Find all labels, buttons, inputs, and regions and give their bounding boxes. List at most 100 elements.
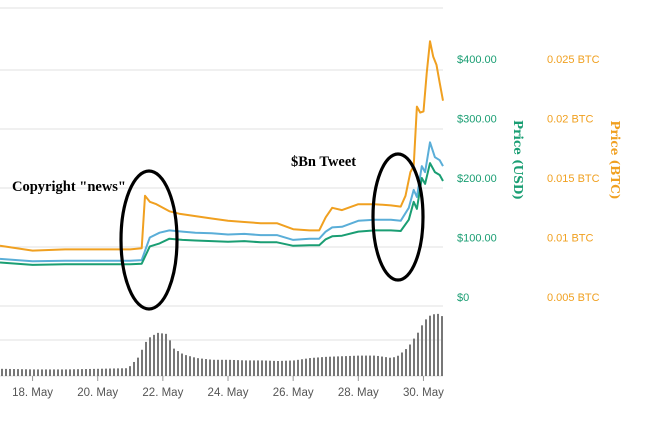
volume-bar [193,357,195,376]
volume-bar [61,369,63,376]
volume-bar [417,332,419,376]
volume-bar [377,355,379,376]
volume-bar [221,359,223,376]
x-tick-label: 22. May [142,387,183,399]
volume-bar [181,353,183,376]
volume-bar [405,349,407,376]
volume-bar [217,359,219,376]
volume-bar [205,359,207,376]
volume-bar [117,368,119,376]
volume-bar [297,359,299,376]
volume-bar [81,369,83,376]
volume-bar [341,356,343,376]
volume-bar [385,357,387,376]
volume-bar [229,359,231,376]
volume-bar [13,369,15,376]
volume-bar [437,313,439,376]
volume-bar [401,352,403,376]
volume-bar [133,361,135,376]
volume-bar [321,357,323,376]
volume-bar [73,369,75,376]
volume-bar [245,360,247,376]
volume-bar [125,368,127,376]
volume-bar [5,368,7,376]
volume-bar [177,351,179,376]
volume-bar [1,368,3,376]
volume-bar [237,360,239,376]
volume-bar [397,355,399,376]
volume-bar [369,355,371,376]
volume-bar [349,355,351,376]
volume-bar [285,360,287,376]
volume-bar [333,356,335,376]
volume-bar [281,360,283,376]
volume-bar [41,369,43,376]
volume-bar [93,368,95,376]
volume-bar [153,334,155,376]
y-tick-label-usd: $400.00 [457,54,497,66]
volume-bar [365,355,367,376]
volume-bar [373,355,375,376]
volume-bar [249,360,251,376]
y-tick-label-usd: $100.00 [457,233,497,245]
volume-bar [381,356,383,376]
volume-bar [45,369,47,376]
volume-bar [109,368,111,376]
volume-bar [313,357,315,376]
volume-bar [209,359,211,376]
volume-bar [257,360,259,376]
y-tick-label-btc: 0.02 BTC [547,114,594,126]
x-tick-label: 20. May [77,387,118,399]
volume-bar [289,360,291,376]
volume-bar [29,369,31,376]
volume-bar [241,360,243,376]
series-line-btc [0,40,444,252]
volume-bar [33,369,35,376]
volume-bars [1,313,443,376]
volume-bar [145,341,147,376]
y-tick-label-btc: 0.005 BTC [547,292,600,304]
volume-bar [413,338,415,376]
y-axis-title-usd: Price (USD) [511,120,525,200]
annotation-copyright-news: Copyright "news" [12,179,126,195]
annotation-circle-tweet [371,152,425,282]
volume-bar [425,319,427,376]
y-tick-label-usd: $200.00 [457,173,497,185]
volume-bar [389,357,391,376]
annotations: Copyright "news" $Bn Tweet [12,152,425,311]
y-tick-label-btc: 0.015 BTC [547,173,600,185]
volume-bar [57,369,59,376]
price-series [0,40,444,266]
volume-bar [101,368,103,376]
volume-bar [53,369,55,376]
volume-bar [173,348,175,376]
volume-bar [197,358,199,376]
volume-bar [233,359,235,376]
volume-bar [169,340,171,376]
volume-bar [393,357,395,376]
volume-bar [129,366,131,376]
volume-bar [409,344,411,376]
series-line-usd [0,162,444,266]
y-axis-ticks: $0 $100.00 $200.00 $300.00 $400.00 0.005 BTC 0… [457,54,600,304]
volume-bar [97,368,99,376]
volume-bar [21,369,23,376]
volume-bar [85,369,87,376]
x-tick-label: 28. May [338,387,379,399]
volume-bar [161,333,163,376]
volume-bar [293,360,295,376]
volume-bar [353,355,355,376]
volume-bar [429,315,431,376]
volume-bar [317,357,319,376]
volume-bar [253,360,255,376]
volume-bar [277,360,279,376]
y-tick-label-usd: $300.00 [457,114,497,126]
volume-bar [305,358,307,376]
y-tick-label-btc: 0.025 BTC [547,54,600,66]
volume-bar [357,355,359,376]
y-tick-label-usd: $0 [457,292,469,304]
x-axis-ticks: 18. May 20. May 22. May 24. May 26. May 28. M… [12,376,444,399]
x-tick-label: 18. May [12,387,53,399]
volume-bar [113,368,115,376]
